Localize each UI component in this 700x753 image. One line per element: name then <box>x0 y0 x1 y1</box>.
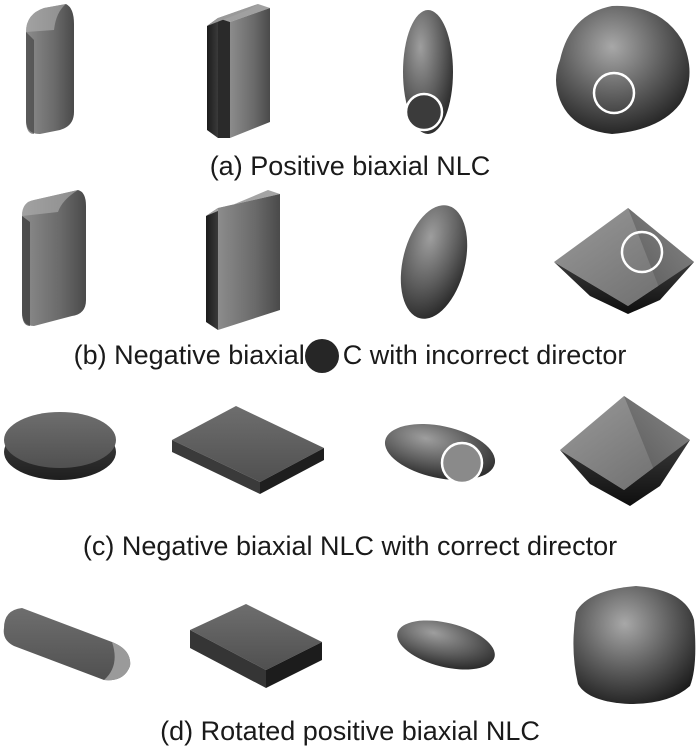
row-c-flat-disc <box>4 412 116 480</box>
row-b-box <box>206 190 280 330</box>
row-d-shapes <box>3 586 696 704</box>
row-a-box <box>207 4 270 138</box>
caption-c-text: (c) Negative biaxial NLC with correct di… <box>82 531 618 561</box>
row-a-shapes <box>26 4 690 138</box>
row-d-superquadric <box>573 586 696 704</box>
row-c-flat-ellipsoid <box>384 424 496 480</box>
row-a-rounded-box <box>26 4 74 134</box>
row-d-box <box>190 604 322 688</box>
caption-b-head: (b) Negative biaxial <box>73 340 305 370</box>
row-b-shapes <box>22 190 694 330</box>
row-a-director-marker-2 <box>592 71 636 115</box>
row-a-superquadric <box>556 5 690 135</box>
caption-b-text: (b) Negative biaxial C with incorrect dir… <box>0 339 700 371</box>
row-c-flat-box <box>172 406 324 494</box>
row-c-pyramid <box>560 396 690 506</box>
caption-d-text: (d) Rotated positive biaxial NLC <box>160 716 540 746</box>
caption-b-dot-marker <box>305 339 339 373</box>
row-d-capsule <box>3 608 131 681</box>
caption-b-tail: C with incorrect director <box>342 340 627 370</box>
caption-a-text: (a) Positive biaxial NLC <box>209 151 491 181</box>
row-c-shapes <box>4 396 690 506</box>
row-a-director-marker <box>404 92 444 132</box>
row-d-ellipsoid <box>397 620 495 670</box>
row-b-director-marker <box>620 230 664 274</box>
row-c-director-marker <box>440 441 484 485</box>
row-b-rounded-box <box>22 190 86 326</box>
row-b-ellipsoid <box>400 205 468 319</box>
